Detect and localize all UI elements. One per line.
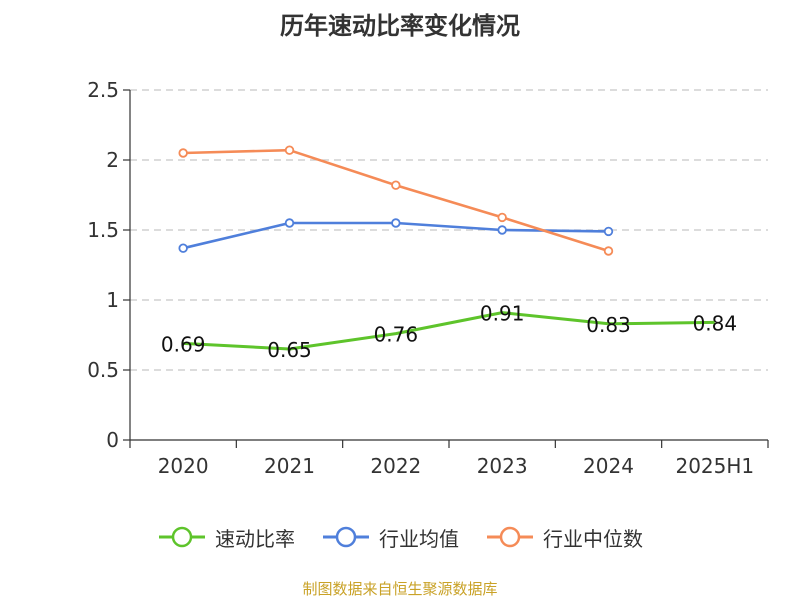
gridlines: [130, 89, 768, 371]
series-line-2: [183, 148, 609, 253]
series-2-point-0: [178, 148, 188, 158]
series-1-point-0: [178, 243, 188, 253]
chart-title: 历年速动比率变化情况: [280, 12, 520, 40]
data-label-4: 0.83: [586, 313, 631, 337]
y-tick-label-1: 0.5: [87, 358, 119, 382]
legend-line-marker-icon: [487, 526, 533, 548]
data-label-3: 0.91: [480, 302, 525, 326]
series-1-point-2: [391, 218, 401, 228]
series-1-point-3: [497, 225, 507, 235]
legend-marker-1: [335, 526, 357, 548]
series-1-point-1: [284, 218, 295, 228]
series-2-point-3: [497, 212, 507, 223]
series-line-0: [183, 311, 715, 351]
y-tick-label-0: 0: [106, 428, 119, 452]
series-2-point-2: [391, 180, 401, 190]
y-tick-label-5: 2.5: [87, 78, 119, 102]
data-label-5: 0.84: [693, 311, 738, 335]
data-label-0: 0.69: [161, 332, 206, 356]
series-2-point-4: [603, 246, 614, 256]
legend-line-marker-icon: [159, 526, 205, 548]
legend: 速动比率 行业均值 行业中位数: [0, 520, 800, 554]
y-tick-label-3: 1.5: [87, 218, 119, 242]
legend-item-quick-ratio[interactable]: 速动比率: [157, 523, 295, 552]
x-tick-label-3: 2023: [477, 454, 528, 478]
data-label-1: 0.65: [267, 338, 312, 362]
x-tick-label-2: 2022: [370, 454, 421, 478]
legend-marker-2: [499, 526, 521, 548]
axes: 0 0.5 1 1.5 2 2.5 2020 2021 2022 2023 2024 2025H1: [87, 78, 769, 478]
series-1-point-4: [603, 226, 614, 237]
y-tick-label-2: 1: [106, 288, 119, 312]
data-label-2: 0.76: [374, 323, 419, 347]
x-tick-label-0: 2020: [158, 454, 209, 478]
legend-label: 行业中位数: [543, 526, 643, 551]
series-2-point-1: [284, 145, 295, 155]
legend-item-industry-average[interactable]: 行业均值: [321, 523, 459, 552]
legend-marker-0: [171, 526, 193, 548]
legend-label: 速动比率: [215, 526, 295, 551]
legend-item-industry-median[interactable]: 行业中位数: [485, 523, 643, 552]
legend-label: 行业均值: [379, 526, 459, 551]
y-tick-label-4: 2: [106, 148, 119, 172]
x-tick-label-4: 2024: [583, 454, 634, 478]
x-tick-label-5: 2025H1: [675, 454, 754, 478]
data-labels: 0.69 0.65 0.76 0.91 0.83 0.84: [161, 302, 737, 362]
x-tick-label-1: 2021: [264, 454, 315, 478]
series-lines: [178, 145, 715, 351]
legend-line-marker-icon: [323, 526, 369, 548]
source-note: 制图数据来自恒生聚源数据库: [302, 580, 498, 598]
